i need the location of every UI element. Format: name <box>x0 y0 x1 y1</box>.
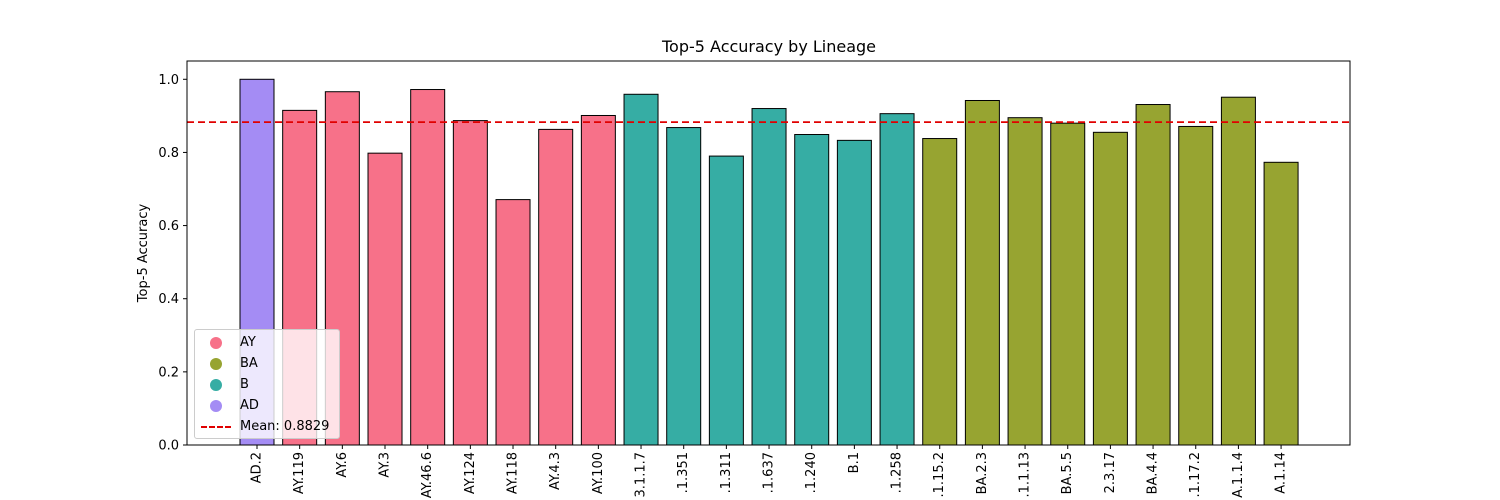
bar-ay-4-3 <box>538 128 574 446</box>
x-tick-label: BA.4.4 <box>1146 452 1161 494</box>
x-tick-label: B.1 <box>847 452 862 473</box>
bar-ba-1-15-2 <box>922 138 958 446</box>
y-tick-label: 0.4 <box>158 292 179 307</box>
legend-item-ad: AD <box>195 395 339 416</box>
x-tick-label: AY.100 <box>591 452 606 494</box>
legend-item-mean: Mean: 0.8829 <box>195 416 339 437</box>
x-ticks: AD.2 AY.119 AY.6 AY.3 AY.46.6 AY.124 AY.118 AY.… <box>250 445 1289 498</box>
x-tick-label: AY.119 <box>292 452 307 494</box>
x-tick-label: .1.15.2 <box>932 452 947 497</box>
x-tick-label: AY.4.3 <box>548 452 563 490</box>
bar-ba-2-3-17 <box>1092 131 1128 446</box>
legend-label-mean: Mean: 0.8829 <box>240 419 330 434</box>
bar-ay-118 <box>495 199 531 446</box>
bar-b-1-1-637 <box>751 108 787 446</box>
x-tick-label: 3.1.1.7 <box>634 452 649 497</box>
legend-label-ba: BA <box>240 356 258 371</box>
y-tick-label: 0.0 <box>158 439 179 454</box>
plot-frame <box>186 60 1351 446</box>
y-tick-label: 0.6 <box>158 219 179 234</box>
x-tick-label: .1.240 <box>804 452 819 493</box>
x-tick-label: .1.1.13 <box>1018 452 1033 497</box>
x-tick-label: AY.124 <box>463 452 478 494</box>
x-tick-label: .1.637 <box>762 452 777 493</box>
bar-ay-100 <box>580 114 616 446</box>
legend-item-b: B <box>195 374 339 395</box>
x-tick-label: AD.2 <box>250 452 265 483</box>
legend-label-b: B <box>240 377 249 392</box>
bar-b-1-1-7 <box>623 93 659 446</box>
ba-marker-icon <box>210 357 222 370</box>
bar-b-1-1-351 <box>666 127 702 446</box>
bar-b-1 <box>836 139 872 446</box>
legend: AY BA B AD Mean: 0.8829 <box>194 329 340 439</box>
x-tick-label: .1.311 <box>719 452 734 493</box>
bar-ba-5-5 <box>1050 122 1086 446</box>
bar-b-1-1-311 <box>708 155 744 446</box>
y-ticks: 0.0 0.2 0.4 0.6 0.8 1.0 <box>158 73 187 454</box>
bar-b-1-1-258 <box>879 113 915 446</box>
dashed-line-icon <box>201 425 231 428</box>
bar-ba-1-1-13 <box>1007 117 1043 446</box>
x-tick-label: A.1.14 <box>1274 452 1289 494</box>
y-axis-label: Top-5 Accuracy <box>136 204 151 304</box>
bar-ay-3 <box>367 152 403 446</box>
x-tick-label: A.1.1.4 <box>1231 452 1246 498</box>
bar-b-1-1-240 <box>794 134 830 446</box>
chart-title: Top-5 Accuracy by Lineage <box>661 37 876 56</box>
x-tick-label: AY.46.6 <box>420 452 435 498</box>
bars-layer <box>239 78 1299 446</box>
x-tick-label: AY.118 <box>506 452 521 494</box>
x-tick-label: .1.351 <box>676 452 691 493</box>
legend-label-ad: AD <box>240 398 259 413</box>
y-tick-label: 0.2 <box>158 365 179 380</box>
legend-item-ay: AY <box>195 332 339 353</box>
bar-ay-46-6 <box>410 89 446 446</box>
x-tick-label: BA.5.5 <box>1060 452 1075 494</box>
bar-ba-1-1-4 <box>1220 96 1256 446</box>
bar-ay-124 <box>452 120 488 446</box>
legend-label-ay: AY <box>240 335 256 350</box>
ay-marker-icon <box>210 336 222 349</box>
bar-ba-1-14 <box>1263 161 1299 446</box>
b-marker-icon <box>210 378 222 391</box>
x-tick-label: AY.3 <box>378 452 393 478</box>
x-tick-label: .1.17.2 <box>1188 452 1203 497</box>
x-tick-label: BA.2.3 <box>975 452 990 494</box>
ad-marker-icon <box>210 399 222 412</box>
bar-ba-1-17-2 <box>1178 125 1214 446</box>
legend-item-ba: BA <box>195 353 339 374</box>
x-tick-label: 2.3.17 <box>1103 452 1118 493</box>
bar-ba-2-3 <box>964 99 1000 446</box>
x-tick-label: .1.258 <box>890 452 905 493</box>
bar-ba-4-4 <box>1135 104 1171 446</box>
y-tick-label: 1.0 <box>158 73 179 88</box>
x-tick-label: AY.6 <box>335 452 350 478</box>
y-tick-label: 0.8 <box>158 146 179 161</box>
